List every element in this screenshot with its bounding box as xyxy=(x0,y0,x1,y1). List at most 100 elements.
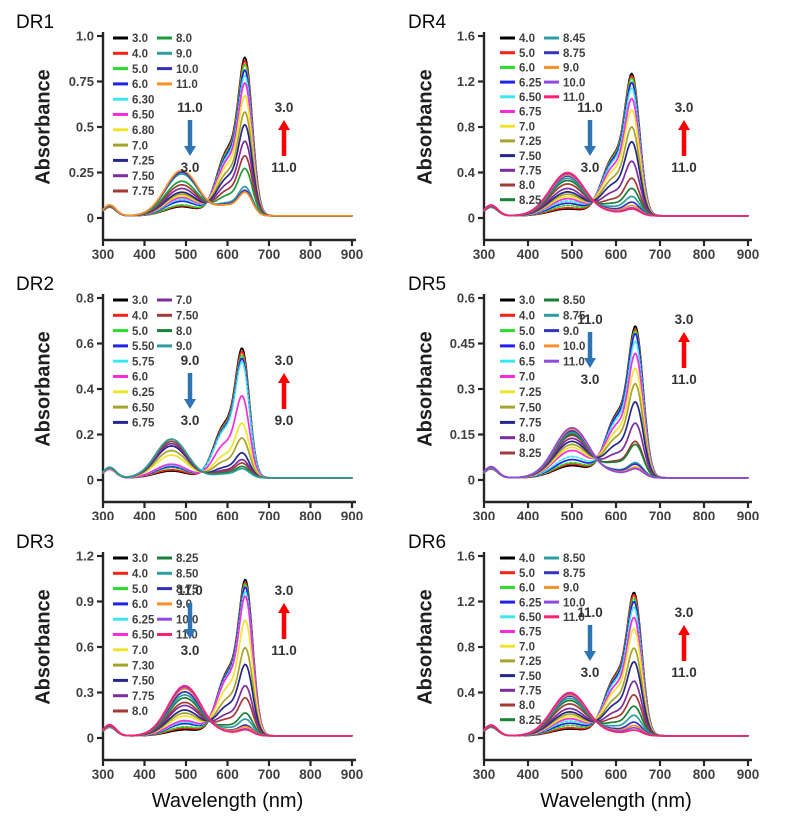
down-arrow-head xyxy=(584,358,596,368)
series-ph-11.0 xyxy=(102,169,353,217)
legend-label: 7.0 xyxy=(132,645,148,657)
legend-label: 6.0 xyxy=(519,63,535,75)
legend-label: 4.0 xyxy=(132,569,148,581)
legend-label: 6.80 xyxy=(132,125,154,137)
legend-label: 8.0 xyxy=(519,180,535,192)
y-tick-label: 1.2 xyxy=(76,549,94,564)
x-tick-label: 500 xyxy=(561,509,584,520)
y-tick-label: 0.6 xyxy=(457,291,475,306)
spectra-curves xyxy=(483,72,749,217)
x-tick-label: 900 xyxy=(341,509,364,520)
legend-label: 8.0 xyxy=(176,33,192,45)
x-tick-label: 400 xyxy=(517,509,540,520)
legend-label: 7.25 xyxy=(519,136,542,148)
annotations: 11.0 3.0 3.0 11.0 xyxy=(577,312,697,387)
up-arrow-bottom-label: 11.0 xyxy=(671,160,697,175)
legend-label: 6.75 xyxy=(132,418,155,430)
legend-label: 6.0 xyxy=(132,79,148,91)
legend-label: 6.50 xyxy=(519,612,541,624)
down-arrow-bottom-label: 3.0 xyxy=(581,160,600,175)
y-tick-label: 0 xyxy=(87,731,94,746)
up-arrow-bottom-label: 11.0 xyxy=(271,160,297,175)
y-tick-label: 0.25 xyxy=(69,165,94,180)
legend-label: 5.0 xyxy=(519,326,535,338)
down-arrow-top-label: 11.0 xyxy=(577,100,603,115)
x-tick-label: 900 xyxy=(737,247,760,262)
annotations: 9.0 3.0 3.0 9.0 xyxy=(181,353,294,428)
y-tick-label: 0.8 xyxy=(76,291,94,306)
legend-label: 7.75 xyxy=(519,418,542,430)
legend-label: 6.75 xyxy=(519,627,542,639)
legend-label: 10.0 xyxy=(176,64,198,76)
legend-label: 10.0 xyxy=(563,597,585,609)
x-tick-label: 400 xyxy=(133,509,156,520)
legend: 3.0 4.0 5.0 5.50 5.75 6.0 6.25 6.50 6.75 7.0 7.50 8… xyxy=(113,295,198,430)
series-ph-11.0 xyxy=(483,691,749,737)
x-tick-label: 400 xyxy=(517,247,540,262)
y-tick-label: 0 xyxy=(468,731,475,746)
x-tick-label: 600 xyxy=(216,509,239,520)
chart-DR4: DR4 Absorbance 1.6 1.2 0.8 0.4 0 300 400 500 600… xyxy=(400,0,800,262)
legend-label: 7.25 xyxy=(132,156,155,168)
y-tick-label: 0.4 xyxy=(76,382,95,397)
y-tick-label: 0.45 xyxy=(450,336,475,351)
legend-label: 7.30 xyxy=(132,660,154,672)
x-tick-label: 600 xyxy=(216,247,239,262)
legend-label: 11.0 xyxy=(563,92,585,104)
down-arrow-head xyxy=(584,651,596,661)
chart-title: DR1 xyxy=(16,12,55,33)
legend-label: 3.0 xyxy=(132,553,148,565)
legend: 3.0 4.0 5.0 6.0 6.5 7.0 7.25 7.50 7.75 8.0 8.25 8.5… xyxy=(500,295,586,460)
legend-label: 3.0 xyxy=(519,295,535,307)
y-tick-label: 1.6 xyxy=(457,549,475,564)
chart-title: DR3 xyxy=(16,532,55,553)
x-tick-label: 800 xyxy=(693,247,716,262)
legend-label: 9.0 xyxy=(563,583,579,595)
legend-label: 8.50 xyxy=(176,569,198,581)
down-arrow-top-label: 9.0 xyxy=(181,353,200,368)
x-tick-label: 900 xyxy=(737,509,760,520)
legend-label: 7.50 xyxy=(176,311,198,323)
spectra-plot-dr6: 1.6 1.2 0.8 0.4 0 300 400 500 600 700 800 900 4.0 5.0… xyxy=(457,549,759,783)
spectra-plot-dr3: 1.2 0.9 0.6 0.3 0 300 400 500 600 700 800 900 3.0 4.0… xyxy=(76,549,363,783)
legend-label: 5.0 xyxy=(519,48,535,60)
axes: 0.6 0.45 0.3 0.15 0 300 400 500 600 700 800 900 xyxy=(450,291,760,521)
x-tick-label: 600 xyxy=(216,767,239,782)
chart-DR6: DR6 Absorbance 1.6 1.2 0.8 0.4 0 300 400 500 600… xyxy=(400,520,800,826)
legend-label: 4.0 xyxy=(519,553,535,565)
legend-label: 7.25 xyxy=(519,656,542,668)
y-tick-label: 0.4 xyxy=(457,165,476,180)
legend-label: 7.75 xyxy=(132,186,155,198)
legend-label: 7.0 xyxy=(519,641,535,653)
up-arrow-bottom-label: 11.0 xyxy=(271,643,297,658)
legend-label: 8.25 xyxy=(176,553,199,565)
x-tick-label: 300 xyxy=(92,767,115,782)
legend-label: 7.25 xyxy=(519,387,542,399)
up-arrow-top-label: 3.0 xyxy=(675,100,694,115)
x-tick-label: 700 xyxy=(258,509,281,520)
x-tick-label: 800 xyxy=(299,767,322,782)
legend-label: 9.0 xyxy=(563,63,579,75)
legend-label: 8.50 xyxy=(563,295,585,307)
up-arrow-head xyxy=(678,332,690,342)
up-arrow-top-label: 3.0 xyxy=(275,353,294,368)
legend-label: 6.30 xyxy=(132,94,154,106)
legend-label: 6.25 xyxy=(519,77,542,89)
chart-title: DR2 xyxy=(16,274,55,295)
y-tick-label: 0 xyxy=(87,473,94,488)
up-arrow-bottom-label: 9.0 xyxy=(275,413,294,428)
y-tick-label: 0.8 xyxy=(457,640,475,655)
y-tick-label: 0.3 xyxy=(457,382,475,397)
legend-label: 9.0 xyxy=(176,49,192,61)
legend-label: 8.75 xyxy=(563,311,586,323)
legend-label: 4.0 xyxy=(132,49,148,61)
legend-label: 11.0 xyxy=(176,79,198,91)
x-tick-label: 600 xyxy=(605,767,628,782)
up-arrow-top-label: 3.0 xyxy=(275,100,294,115)
axes: 1.6 1.2 0.8 0.4 0 300 400 500 600 700 800 900 xyxy=(457,549,759,783)
x-tick-label: 300 xyxy=(473,509,496,520)
spectra-plot-dr4: 1.6 1.2 0.8 0.4 0 300 400 500 600 700 800 900 4.0 5.0… xyxy=(457,29,760,263)
up-arrow-head xyxy=(678,625,690,635)
x-tick-label: 700 xyxy=(649,767,672,782)
up-arrow-bottom-label: 11.0 xyxy=(671,372,697,387)
